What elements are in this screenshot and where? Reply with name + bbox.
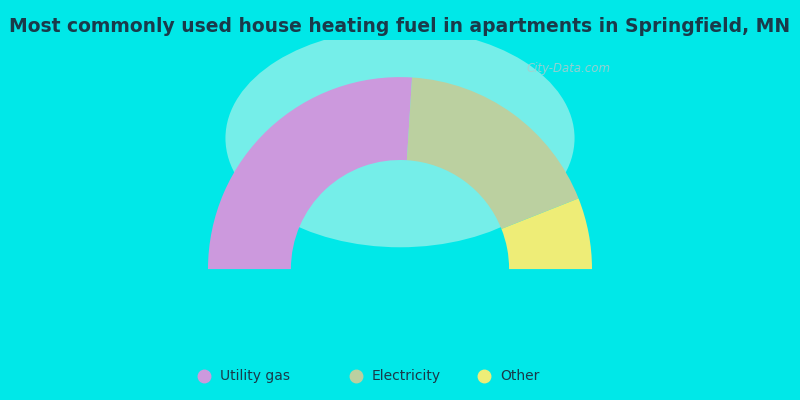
Text: Electricity: Electricity bbox=[372, 369, 441, 383]
Ellipse shape bbox=[226, 29, 574, 247]
Wedge shape bbox=[208, 77, 412, 269]
Wedge shape bbox=[407, 78, 578, 229]
Text: City-Data.com: City-Data.com bbox=[526, 62, 610, 75]
Text: Other: Other bbox=[500, 369, 539, 383]
Wedge shape bbox=[502, 198, 592, 269]
Text: Most commonly used house heating fuel in apartments in Springfield, MN: Most commonly used house heating fuel in… bbox=[10, 17, 790, 36]
Text: Utility gas: Utility gas bbox=[220, 369, 290, 383]
